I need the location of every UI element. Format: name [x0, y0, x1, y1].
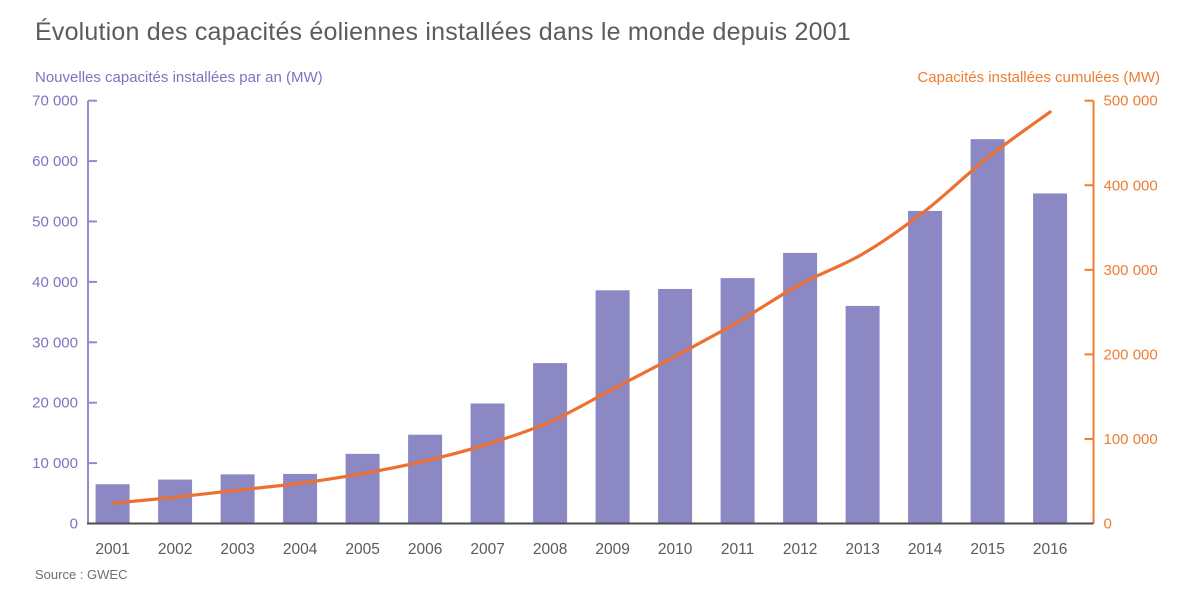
- bar-2003: [220, 474, 255, 524]
- bar-2005: [345, 453, 380, 524]
- x-axis-label-2015: 2015: [970, 541, 1004, 558]
- bar-2007: [470, 403, 505, 524]
- left-y-axis-tick-label: 10 000: [32, 455, 78, 472]
- x-axis-label-2006: 2006: [408, 541, 442, 558]
- cumulative-capacity-line: [111, 110, 1052, 505]
- x-axis-label-2004: 2004: [283, 541, 318, 558]
- left-y-axis-tick-label: 0: [70, 516, 78, 533]
- x-axis-label-2010: 2010: [658, 541, 693, 558]
- x-axis-label-2005: 2005: [345, 541, 379, 558]
- x-axis-label-2012: 2012: [783, 541, 817, 558]
- source-note: Source : GWEC: [35, 567, 128, 582]
- right-y-axis-tick-label: 100 000: [1104, 431, 1158, 448]
- right-y-axis-tick-label: 0: [1104, 516, 1112, 533]
- bar-2014: [908, 210, 943, 524]
- x-axis-label-2016: 2016: [1033, 541, 1067, 558]
- left-axis-title: Nouvelles capacités installées par an (M…: [35, 69, 323, 86]
- bar-2015: [970, 139, 1005, 524]
- bar-2002: [158, 479, 193, 524]
- left-y-axis-tick-label: 70 000: [32, 93, 78, 110]
- bar-2012: [783, 252, 818, 524]
- bar-2008: [533, 363, 568, 524]
- x-axis-label-2002: 2002: [158, 541, 192, 558]
- right-y-axis-tick-label: 300 000: [1104, 262, 1158, 279]
- x-axis-label-2013: 2013: [845, 541, 879, 558]
- x-axis-label-2003: 2003: [220, 541, 254, 558]
- right-y-axis-tick-label: 400 000: [1104, 177, 1158, 194]
- right-y-axis-tick-label: 200 000: [1104, 346, 1158, 363]
- bar-2009: [595, 290, 630, 524]
- bar-2010: [658, 288, 693, 524]
- x-axis-label-2007: 2007: [470, 541, 504, 558]
- left-y-axis-tick-label: 50 000: [32, 214, 78, 231]
- left-y-axis-tick-label: 40 000: [32, 274, 78, 291]
- right-y-axis-tick-label: 500 000: [1104, 93, 1158, 110]
- left-y-axis-tick-label: 30 000: [32, 334, 78, 351]
- bar-2011: [720, 278, 755, 524]
- x-axis-label-2014: 2014: [908, 541, 943, 558]
- x-axis-label-2008: 2008: [533, 541, 567, 558]
- bar-2006: [408, 434, 443, 524]
- x-axis-label-2011: 2011: [721, 541, 754, 558]
- chart-title: Évolution des capacités éoliennes instal…: [35, 18, 851, 46]
- x-axis-label-2001: 2001: [95, 541, 129, 558]
- x-axis-label-2009: 2009: [595, 541, 629, 558]
- bar-2013: [845, 305, 880, 524]
- bar-2016: [1033, 193, 1068, 524]
- left-y-axis-tick-label: 20 000: [32, 395, 78, 412]
- right-axis-title: Capacités installées cumulées (MW): [917, 69, 1160, 86]
- left-y-axis-tick-label: 60 000: [32, 153, 78, 170]
